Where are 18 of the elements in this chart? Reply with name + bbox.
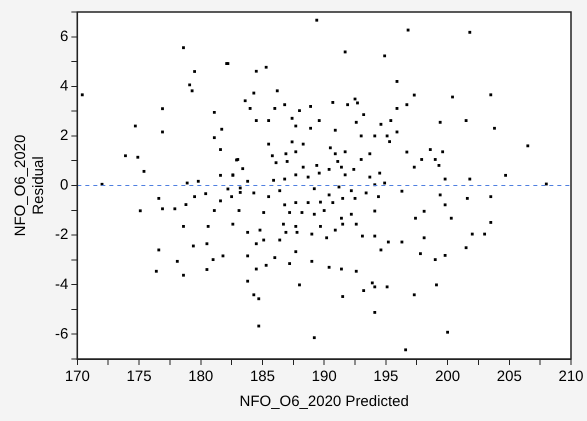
x-tick-label: 185 — [250, 368, 275, 386]
y-axis-title: NFO_O6_2020 Residual — [12, 134, 48, 236]
x-tick-label: 180 — [188, 368, 214, 386]
x-tick-label: 175 — [126, 368, 152, 386]
x-tick-label: 195 — [373, 368, 398, 386]
y-tick-label: 6 — [60, 28, 68, 45]
x-axis-title: NFO_O6_2020 Predicted — [240, 393, 409, 410]
y-tick-label: 0 — [60, 176, 68, 194]
x-tick-label: 210 — [558, 368, 584, 386]
y-tick-label: -2 — [54, 226, 68, 244]
x-tick-label: 170 — [64, 368, 90, 386]
x-tick-label: 190 — [312, 368, 337, 386]
y-tick-label: 2 — [60, 127, 68, 144]
y-tick-label: -6 — [54, 325, 68, 342]
x-tick-label: 200 — [435, 368, 460, 386]
y-tick-label: 4 — [60, 78, 68, 94]
y-tick-label: -4 — [54, 276, 68, 293]
x-tick-label: 205 — [496, 368, 522, 386]
